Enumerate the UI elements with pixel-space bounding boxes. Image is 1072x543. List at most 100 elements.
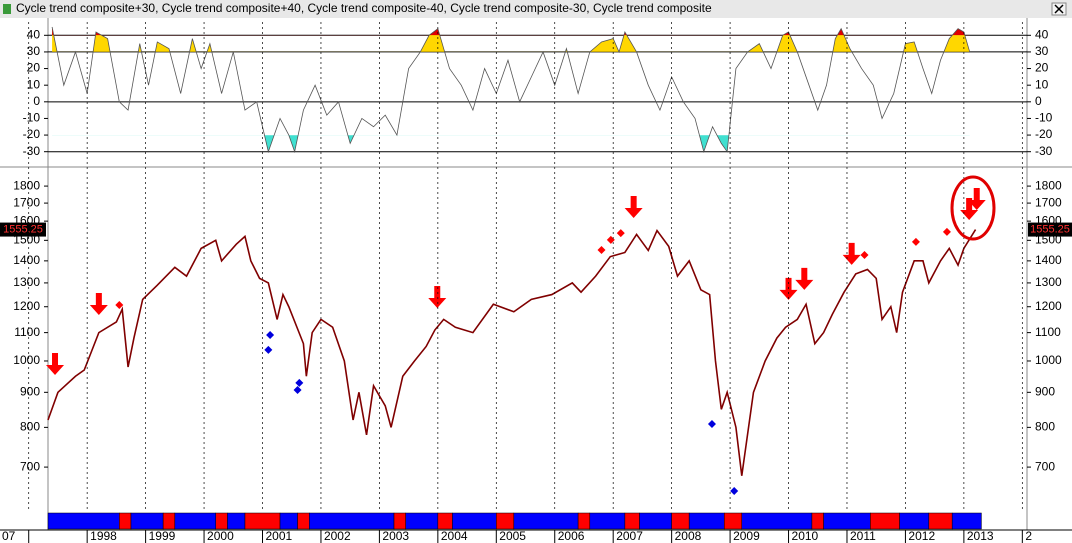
y-tick-label-right: 30: [1035, 44, 1049, 58]
y-tick-label-right: 1800: [1035, 178, 1062, 192]
diamond-marker: [115, 300, 124, 309]
y-tick-label: 700: [20, 459, 40, 473]
diamond-marker: [266, 331, 275, 340]
y-tick-label-right: 20: [1035, 61, 1049, 75]
y-tick-label: 0: [33, 94, 40, 108]
y-tick-label: 1300: [13, 275, 40, 289]
x-tick-label: 2003: [382, 529, 409, 543]
title-bar: [0, 0, 1072, 18]
y-tick-label-right: -20: [1035, 127, 1053, 141]
x-tick-label: 2010: [792, 529, 819, 543]
diamond-marker: [707, 420, 716, 429]
y-tick-label: 30: [27, 44, 41, 58]
regime-segment: [215, 512, 228, 530]
regime-segment: [723, 512, 743, 530]
diamond-marker: [616, 229, 625, 238]
diamond-marker: [860, 250, 869, 259]
regime-segment: [513, 512, 579, 530]
diamond-marker: [295, 378, 304, 387]
y-tick-label: 10: [27, 77, 41, 91]
x-tick-label: 2013: [967, 529, 994, 543]
regime-segment: [452, 512, 497, 530]
x-tick-label: 2005: [499, 529, 526, 543]
x-tick-label: 1999: [149, 529, 176, 543]
y-tick-label: 1800: [13, 178, 40, 192]
y-tick-label-right: 1000: [1035, 353, 1062, 367]
y-tick-label-right: 1700: [1035, 195, 1062, 209]
x-tick-label: 2000: [207, 529, 234, 543]
y-tick-label-right: 1300: [1035, 275, 1062, 289]
x-tick-label: 2: [1025, 529, 1032, 543]
y-tick-label-right: 1400: [1035, 253, 1062, 267]
regime-segment: [899, 512, 930, 530]
highlight-circle: [950, 175, 996, 241]
regime-segment: [671, 512, 690, 530]
arrow-marker: [795, 267, 814, 290]
y-tick-label-right: 700: [1035, 459, 1055, 473]
regime-segment: [130, 512, 164, 530]
regime-segment: [639, 512, 672, 530]
y-tick-label: 1400: [13, 253, 40, 267]
regime-segment: [928, 512, 953, 530]
y-tick-label-right: 900: [1035, 384, 1055, 398]
y-tick-label: 800: [20, 420, 40, 434]
regime-segment: [496, 512, 515, 530]
regime-segment: [823, 512, 871, 530]
x-tick-label: 2006: [558, 529, 585, 543]
regime-segment: [577, 512, 591, 530]
arrow-marker: [967, 187, 986, 210]
diamond-marker: [597, 246, 606, 255]
x-tick-label: 2012: [908, 529, 935, 543]
y-tick-label-right: 800: [1035, 420, 1055, 434]
arrow-marker: [428, 285, 447, 308]
x-tick-label: 2009: [733, 529, 760, 543]
last-value-label-right: 1555.25: [1030, 223, 1070, 235]
arrow-marker: [624, 195, 643, 218]
threshold-fill: [52, 26, 970, 52]
regime-segment: [119, 512, 132, 530]
regime-segment: [279, 512, 298, 530]
regime-segment: [47, 512, 120, 530]
y-tick-label: 40: [27, 27, 41, 41]
last-value-box-right: [1028, 222, 1072, 237]
y-tick-label: 1200: [13, 299, 40, 313]
x-tick-label: 2002: [324, 529, 351, 543]
close-button[interactable]: [1051, 2, 1067, 16]
x-tick-label: 07: [2, 529, 16, 543]
regime-segment: [951, 512, 982, 530]
regime-segment: [870, 512, 900, 530]
diamond-marker: [942, 227, 951, 236]
diamond-marker: [264, 345, 273, 354]
x-tick-label: 2008: [675, 529, 702, 543]
y-tick-label: 1700: [13, 195, 40, 209]
y-tick-label-right: 10: [1035, 77, 1049, 91]
y-tick-label: 1000: [13, 353, 40, 367]
x-tick-label: 2011: [850, 529, 876, 543]
regime-segment: [589, 512, 626, 530]
y-tick-label: 900: [20, 384, 40, 398]
y-tick-label-right: 0: [1035, 94, 1042, 108]
x-tick-label: 1998: [90, 529, 117, 543]
regime-segment: [244, 512, 281, 530]
diamond-marker: [911, 237, 920, 246]
x-tick-label: 2004: [441, 529, 468, 543]
regime-segment: [811, 512, 824, 530]
arrow-marker: [842, 242, 861, 265]
regime-segment: [437, 512, 453, 530]
diamond-marker: [730, 486, 739, 495]
title-icon: [3, 4, 11, 14]
y-tick-label: 20: [27, 61, 41, 75]
series-line: [47, 228, 977, 476]
chart-title: Cycle trend composite+30, Cycle trend co…: [16, 1, 712, 15]
regime-segment: [688, 512, 725, 530]
regime-segment: [227, 512, 246, 530]
y-tick-label-right: 1100: [1035, 325, 1061, 339]
regime-segment: [162, 512, 176, 530]
regime-segment: [297, 512, 310, 530]
y-tick-label-right: 1200: [1035, 299, 1062, 313]
y-tick-label: -10: [23, 111, 41, 125]
arrow-marker: [46, 352, 65, 375]
regime-segment: [741, 512, 813, 530]
